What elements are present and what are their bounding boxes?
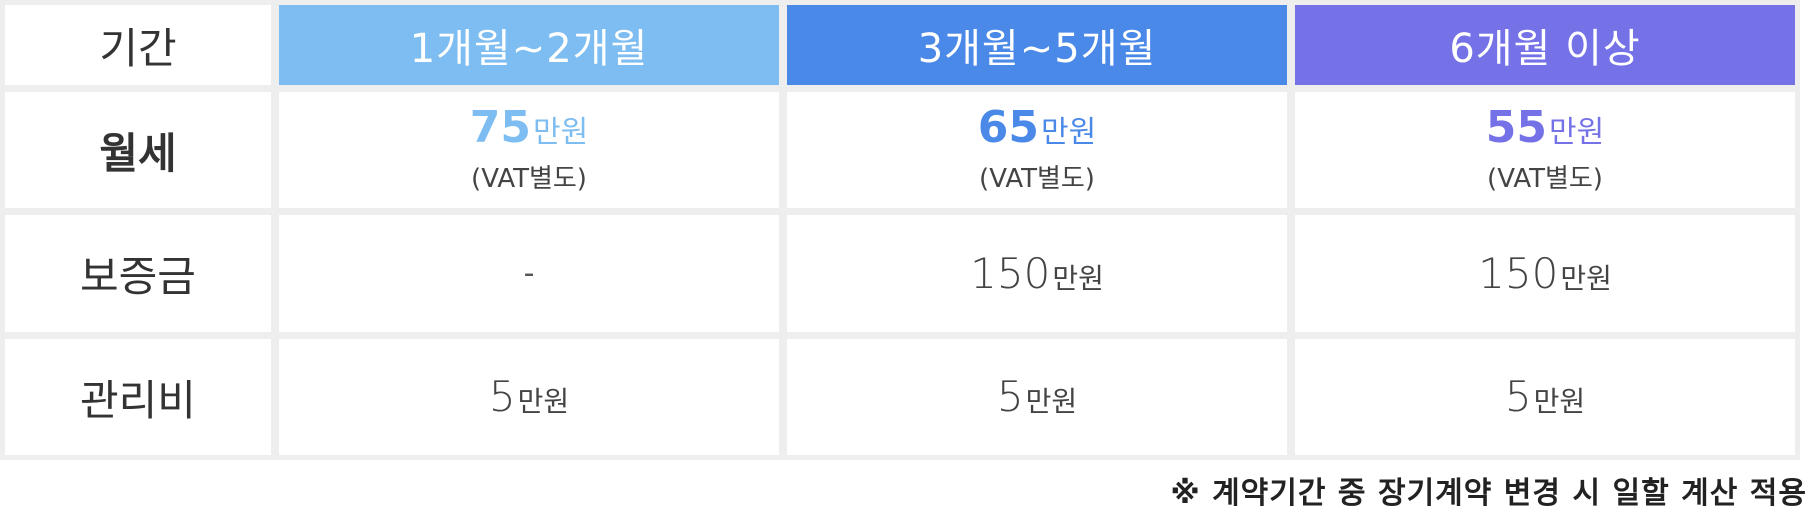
rent-col3-note: (VAT별도) [1487,163,1603,194]
rent-col1-price: 75 만원 [469,101,589,153]
header-col1-label: 1개월~2개월 [409,26,649,72]
deposit-col3-price: 150 만원 [1478,248,1612,298]
deposit-label: 보증금 [80,252,196,301]
maintenance-col3-price: 5 만원 [1505,376,1585,418]
deposit-col1-cell: - [279,215,779,332]
maintenance-label: 관리비 [80,375,196,425]
maintenance-col1-price: 5 만원 [489,376,569,418]
rent-label: 월세 [99,128,177,178]
pricing-table: 기간 1개월~2개월 3개월~5개월 6개월 이상 월세 75 만원 (VAT별… [0,0,1800,460]
deposit-col2-amount: 150 [970,248,1051,298]
footnote-text: ※ 계약기간 중 장기계약 변경 시 일할 계산 적용 [1170,476,1807,511]
deposit-col1-value: - [523,256,535,291]
maintenance-col2-unit: 만원 [1025,385,1078,418]
header-col3-cell: 6개월 이상 [1295,5,1795,85]
rent-col2-price: 65 만원 [977,101,1097,153]
header-period-cell: 기간 [5,5,271,85]
deposit-col3-cell: 150 만원 [1295,215,1795,332]
rent-col2-cell: 65 만원 (VAT별도) [787,92,1287,208]
rent-col2-note: (VAT별도) [979,163,1095,194]
maintenance-col1-unit: 만원 [517,385,570,418]
deposit-col2-unit: 만원 [1052,261,1104,295]
rent-col3-cell: 55 만원 (VAT별도) [1295,92,1795,208]
header-col2-label: 3개월~5개월 [917,26,1157,72]
maintenance-label-cell: 관리비 [5,339,271,455]
maintenance-col3-unit: 만원 [1533,385,1586,418]
rent-col2-unit: 만원 [1041,114,1097,150]
rent-col1-unit: 만원 [533,114,589,150]
maintenance-col3-cell: 5 만원 [1295,339,1795,455]
deposit-col2-cell: 150 만원 [787,215,1287,332]
header-col3-label: 6개월 이상 [1449,26,1641,72]
deposit-col3-unit: 만원 [1560,261,1612,295]
maintenance-col3-amount: 5 [1504,372,1532,421]
rent-col3-unit: 만원 [1549,114,1605,150]
deposit-label-cell: 보증금 [5,215,271,332]
deposit-col3-amount: 150 [1478,248,1559,298]
maintenance-col2-price: 5 만원 [997,376,1077,418]
maintenance-col1-cell: 5 만원 [279,339,779,455]
rent-col1-note: (VAT별도) [471,163,587,194]
header-col1-cell: 1개월~2개월 [279,5,779,85]
maintenance-col2-amount: 5 [996,372,1024,421]
period-label: 기간 [99,23,177,73]
maintenance-col2-cell: 5 만원 [787,339,1287,455]
rent-col3-amount: 55 [1485,101,1548,153]
rent-col3-price: 55 만원 [1485,101,1605,153]
maintenance-col1-amount: 5 [488,372,516,421]
rent-col1-amount: 75 [469,101,532,153]
rent-label-cell: 월세 [5,92,271,208]
rent-col2-amount: 65 [977,101,1040,153]
deposit-col2-price: 150 만원 [970,248,1104,298]
header-col2-cell: 3개월~5개월 [787,5,1287,85]
rent-col1-cell: 75 만원 (VAT별도) [279,92,779,208]
